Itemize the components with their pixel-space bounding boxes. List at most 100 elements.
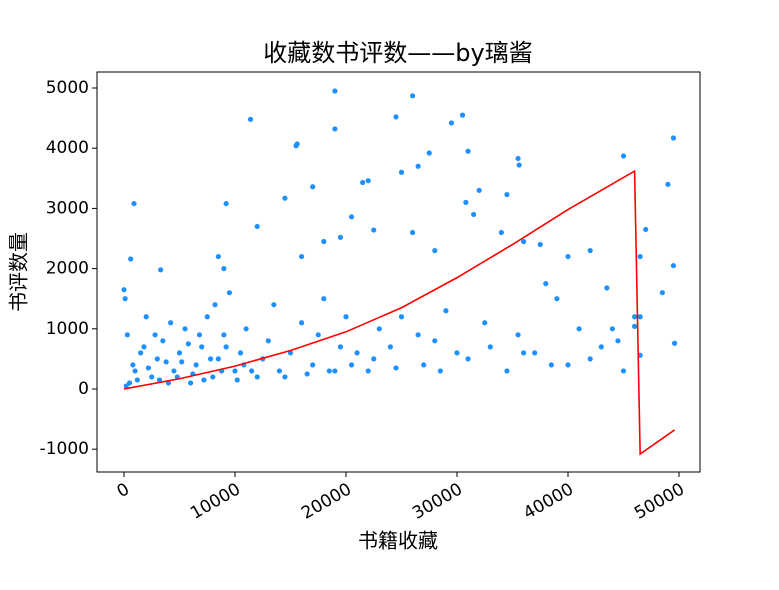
scatter-point — [371, 356, 377, 362]
scatter-point — [304, 371, 310, 377]
scatter-point — [437, 368, 443, 374]
scatter-point — [365, 178, 371, 184]
scatter-point — [130, 362, 136, 368]
x-axis-label: 书籍收藏 — [358, 529, 438, 553]
scatter-point — [193, 362, 199, 368]
scatter-point — [463, 199, 469, 205]
scatter-point — [179, 359, 185, 365]
scatter-point — [298, 253, 305, 260]
scatter-point — [343, 314, 349, 320]
axes-frame — [96, 71, 701, 473]
scatter-point — [315, 332, 321, 338]
chart-title: 收藏数书评数——by璃酱 — [263, 39, 532, 67]
scatter-point — [398, 314, 405, 320]
scatter-point — [670, 262, 677, 269]
scatter-point — [215, 356, 221, 362]
scatter-point — [504, 368, 510, 374]
y-axis-label: 书评数量 — [7, 232, 31, 312]
scatter-point — [459, 112, 466, 118]
scatter-point — [221, 265, 227, 272]
scatter-point — [337, 234, 344, 240]
scatter-point — [409, 229, 416, 236]
scatter-point — [243, 326, 249, 332]
scatter-point — [637, 314, 643, 320]
scatter-point — [158, 267, 164, 273]
scatter-point — [141, 344, 147, 350]
scatter-point — [254, 223, 260, 230]
scatter-point — [247, 116, 254, 122]
scatter-point — [265, 338, 271, 344]
y-tick-label: -1000 — [40, 439, 89, 459]
y-tick-label: 0 — [78, 379, 89, 399]
scatter-point — [149, 374, 155, 380]
scatter-point — [196, 332, 203, 338]
scatter-point — [249, 368, 255, 374]
scatter-point — [310, 184, 316, 190]
scatter-point — [576, 326, 582, 332]
scatter-point — [415, 163, 421, 169]
scatter-point — [365, 368, 371, 374]
scatter-point — [201, 377, 207, 383]
scatter-point — [504, 191, 510, 198]
scatter-point — [482, 320, 488, 326]
scatter-point — [337, 344, 344, 350]
scatter-point — [360, 179, 366, 186]
scatter-point — [516, 162, 522, 168]
scatter-point — [223, 200, 229, 207]
scatter-point — [520, 350, 527, 356]
scatter-point — [134, 377, 140, 383]
scatter-point — [348, 362, 355, 368]
scatter-point — [237, 350, 244, 356]
scatter-point — [271, 302, 277, 308]
scatter-point — [204, 314, 210, 320]
scatter-point — [326, 368, 332, 374]
scatter-point — [223, 344, 229, 350]
scatter-point — [282, 195, 288, 201]
scatter-point — [298, 320, 305, 326]
scatter-point — [371, 227, 377, 233]
y-tick-label: 5000 — [46, 78, 89, 98]
scatter-point — [620, 368, 627, 374]
scatter-point — [234, 377, 240, 383]
scatter-point — [659, 290, 665, 296]
scatter-point — [520, 238, 527, 245]
scatter-point — [476, 187, 482, 193]
scatter-point — [332, 88, 338, 94]
scatter-point — [176, 350, 183, 356]
scatter-point — [637, 253, 643, 260]
scatter-point — [215, 253, 221, 260]
y-tick-label: 3000 — [46, 198, 89, 218]
scatter-point — [631, 314, 638, 320]
scatter-point — [185, 341, 191, 347]
scatter-point — [123, 383, 129, 389]
scatter-point — [432, 247, 438, 254]
scatter-point — [210, 374, 216, 380]
scatter-point — [426, 150, 432, 156]
scatter-point — [498, 229, 504, 236]
scatter-point — [122, 296, 128, 302]
scatter-point — [332, 368, 338, 374]
scatter-point — [160, 338, 166, 344]
scatter-point — [615, 338, 621, 344]
scatter-point — [152, 332, 158, 338]
scatter-point — [199, 344, 205, 350]
scatter-point — [448, 120, 455, 126]
scatter-point — [532, 350, 538, 356]
scatter-point — [226, 290, 233, 296]
scatter-point — [128, 256, 134, 262]
scatter-point — [415, 332, 421, 338]
scatter-point — [182, 326, 188, 332]
scatter-point — [409, 93, 416, 99]
scatter-point — [171, 368, 177, 374]
scatter-point — [537, 241, 543, 248]
scatter-point — [187, 380, 194, 386]
scatter-point — [432, 338, 438, 344]
scatter-point — [421, 362, 427, 368]
y-tick-label: 1000 — [46, 319, 89, 339]
scatter-point — [631, 323, 638, 329]
scatter-point — [587, 247, 593, 254]
scatter-point — [387, 344, 393, 350]
scatter-point — [515, 155, 521, 162]
